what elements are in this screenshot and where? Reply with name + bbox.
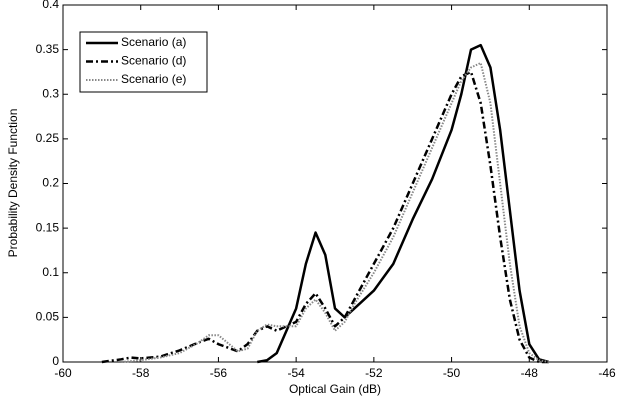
y-tick-label: 0.3 [42,86,59,100]
x-tick-label: -58 [132,366,150,380]
series-line [101,70,549,364]
y-tick-label: 0 [52,354,59,368]
y-tick-label: 0.25 [36,131,60,145]
x-axis-label: Optical Gain (dB) [289,382,381,396]
x-tick-label: -52 [365,366,383,380]
x-tick-label: -54 [287,366,305,380]
legend-label: Scenario (e) [121,72,186,86]
y-tick-label: 0.2 [42,176,59,190]
series-line [121,62,549,363]
y-tick-label: 0.15 [36,220,60,234]
series-line [257,43,550,364]
y-tick-label: 0.1 [42,265,59,279]
x-tick-label: -56 [210,366,228,380]
y-tick-label: 0.05 [36,310,60,324]
x-tick-label: -60 [54,366,72,380]
x-tick-label: -50 [443,366,461,380]
y-tick-label: 0.35 [36,42,60,56]
legend-label: Scenario (a) [121,35,186,49]
legend-label: Scenario (d) [121,54,186,68]
y-tick-label: 0.4 [42,0,59,11]
x-tick-label: -46 [598,366,616,380]
y-axis-label: Probability Density Function [6,109,20,258]
x-tick-label: -48 [521,366,539,380]
